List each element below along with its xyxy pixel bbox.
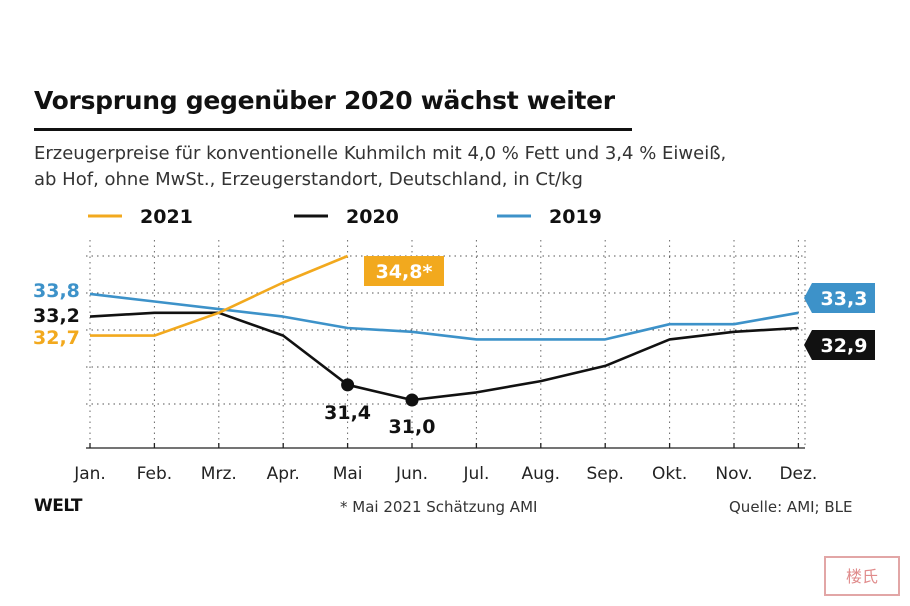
x-tick-label: Mrz. (201, 464, 237, 484)
x-tick-label: Jul. (462, 464, 489, 484)
x-tick-label: Apr. (267, 464, 300, 484)
annotation-box-2021 (364, 256, 444, 286)
end-box-2019 (804, 283, 875, 313)
x-tick-label: Feb. (137, 464, 173, 484)
subtitle-line-1: Erzeugerpreise für konventionelle Kuhmil… (34, 143, 727, 164)
end-box-2020 (804, 330, 875, 360)
x-tick-label: Dez. (779, 464, 817, 484)
end-label-2019: 33,3 (821, 288, 868, 310)
watermark-stamp: 楼氏 (824, 556, 900, 596)
series-line-2019 (89, 292, 799, 341)
start-label-2020: 33,2 (33, 305, 80, 327)
title-underline (34, 128, 632, 131)
source-note: Quelle: AMI; BLE (729, 498, 853, 516)
welt-logo: WELT (34, 496, 82, 516)
series-line-2021 (90, 254, 349, 337)
marker-may-2020 (341, 378, 355, 392)
end-label-2019-group: 33,3 (804, 283, 875, 313)
subtitle-line-2: ab Hof, ohne MwSt., Erzeugerstandort, De… (34, 169, 583, 190)
label-jun-2020: 31,0 (389, 416, 436, 438)
legend-label-2019: 2019 (549, 206, 602, 228)
x-tick-label: Jun. (395, 464, 428, 484)
end-label-2020: 32,9 (821, 335, 868, 357)
series-line-2020 (89, 311, 799, 402)
footnote: * Mai 2021 Schätzung AMI (340, 498, 538, 516)
marker-jun-2020 (405, 393, 419, 407)
legend-label-2020: 2020 (346, 206, 399, 228)
chart-title: Vorsprung gegenüber 2020 wächst weiter (34, 86, 615, 115)
x-tick-label: Aug. (521, 464, 560, 484)
label-may-2020: 31,4 (324, 402, 371, 424)
x-tick-label: Nov. (715, 464, 752, 484)
x-tick-label: Jan. (73, 464, 106, 484)
x-tick-label: Mai (333, 464, 363, 484)
end-label-2020-group: 32,9 (804, 330, 875, 360)
legend-label-2021: 2021 (140, 206, 193, 228)
start-label-2019: 33,8 (33, 280, 80, 302)
annotation-label-2021: 34,8* (376, 261, 433, 283)
start-label-2021: 32,7 (33, 327, 80, 349)
x-tick-label: Okt. (652, 464, 687, 484)
x-tick-label: Sep. (586, 464, 623, 484)
